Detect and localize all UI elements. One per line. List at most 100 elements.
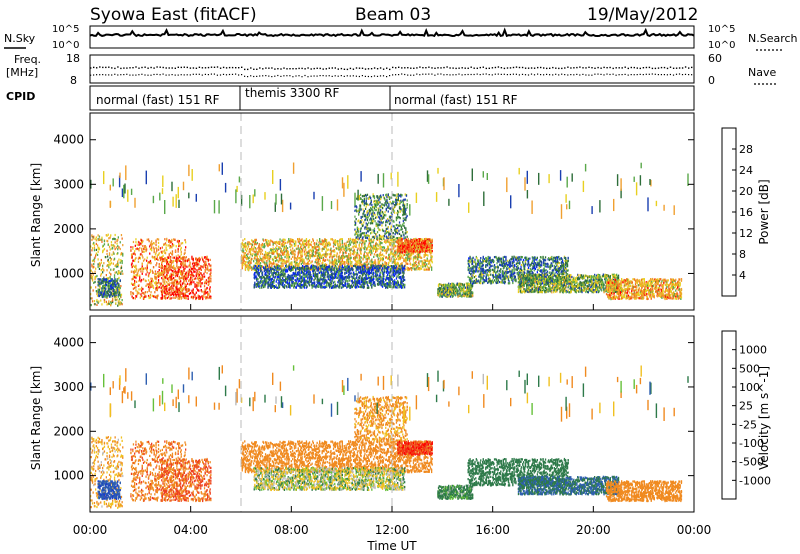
power-cell bbox=[346, 247, 347, 249]
power-cell bbox=[266, 257, 267, 259]
power-cell bbox=[371, 245, 372, 247]
power-cell bbox=[184, 267, 185, 269]
power-cell bbox=[425, 269, 426, 271]
freq-point bbox=[398, 67, 399, 68]
power-cell bbox=[103, 262, 104, 264]
freq-point bbox=[320, 68, 321, 69]
power-cell bbox=[344, 261, 345, 263]
power-cell bbox=[388, 248, 389, 250]
power-cell bbox=[118, 246, 119, 248]
nave-point bbox=[265, 75, 266, 76]
power-cell bbox=[305, 263, 306, 265]
power-cell bbox=[393, 253, 394, 255]
power-cell bbox=[259, 260, 260, 262]
power-cell bbox=[132, 266, 133, 268]
power-cell bbox=[135, 248, 136, 250]
power-cell bbox=[415, 261, 416, 263]
freq-point bbox=[386, 68, 387, 69]
power-cell bbox=[157, 259, 158, 261]
freq-point bbox=[480, 67, 481, 68]
power-cell bbox=[209, 277, 210, 279]
power-cell bbox=[154, 291, 155, 293]
power-cell bbox=[116, 287, 117, 289]
power-cell bbox=[155, 241, 156, 243]
freq-point bbox=[268, 68, 269, 69]
power-cell bbox=[342, 245, 343, 247]
power-cell bbox=[176, 288, 177, 290]
nave-point bbox=[99, 74, 100, 75]
nave-point bbox=[655, 74, 656, 75]
power-cell bbox=[314, 244, 315, 246]
power-cell bbox=[157, 272, 158, 274]
power-cell bbox=[370, 254, 371, 256]
power-cell bbox=[108, 266, 109, 268]
power-cell bbox=[148, 261, 149, 263]
freq-point bbox=[501, 67, 502, 68]
power-cell bbox=[201, 291, 202, 293]
power-cell bbox=[162, 250, 163, 252]
power-cell bbox=[167, 297, 168, 299]
power-cell bbox=[287, 282, 288, 284]
freq-point bbox=[531, 67, 532, 68]
power-cell bbox=[101, 239, 102, 241]
freq-point bbox=[534, 68, 535, 69]
freq-point bbox=[489, 68, 490, 69]
power-cell bbox=[99, 278, 100, 280]
power-cell bbox=[281, 263, 282, 265]
nave-point bbox=[661, 74, 662, 75]
freq-point bbox=[172, 67, 173, 68]
power-cell bbox=[91, 239, 92, 241]
power-cell bbox=[254, 272, 255, 274]
power-cell bbox=[207, 265, 208, 267]
freq-point bbox=[543, 67, 544, 68]
power-cell bbox=[177, 291, 178, 293]
power-cell bbox=[312, 287, 313, 289]
power-cell bbox=[103, 245, 104, 247]
power-cell bbox=[384, 250, 385, 252]
power-cell bbox=[173, 294, 174, 296]
power-cell bbox=[117, 282, 118, 284]
power-cell bbox=[286, 255, 287, 257]
power-cell bbox=[316, 243, 317, 245]
power-cell bbox=[395, 251, 396, 253]
power-cell bbox=[422, 262, 423, 264]
nsky-tick-top: 10^5 bbox=[52, 24, 79, 35]
power-cell bbox=[122, 273, 123, 275]
freq-point bbox=[483, 67, 484, 68]
power-cell bbox=[115, 241, 116, 243]
power-cell bbox=[419, 254, 420, 256]
freq-point bbox=[323, 68, 324, 69]
power-cell bbox=[318, 263, 319, 265]
power-cell bbox=[103, 269, 104, 271]
power-cell bbox=[293, 266, 294, 268]
freq-point bbox=[329, 68, 330, 69]
power-cell bbox=[145, 285, 146, 287]
power-cell bbox=[118, 259, 119, 261]
power-cell bbox=[185, 265, 186, 267]
power-cell bbox=[189, 259, 190, 261]
power-cell bbox=[366, 261, 367, 263]
freq-point bbox=[256, 69, 257, 70]
power-cell bbox=[164, 297, 165, 299]
power-cell bbox=[137, 248, 138, 250]
power-cell bbox=[314, 242, 315, 244]
power-cell bbox=[424, 254, 425, 256]
power-cell bbox=[311, 280, 312, 282]
power-cell bbox=[288, 251, 289, 253]
power-cell bbox=[334, 254, 335, 256]
power-cell bbox=[109, 303, 110, 305]
power-cell bbox=[180, 266, 181, 268]
power-cell bbox=[186, 266, 187, 268]
power-cell bbox=[420, 260, 421, 262]
power-cell bbox=[262, 274, 263, 276]
power-cell bbox=[106, 303, 107, 305]
power-cell bbox=[299, 269, 300, 271]
power-cell bbox=[184, 292, 185, 294]
power-cell bbox=[373, 256, 374, 258]
cpid-segment-2: themis 3300 RF bbox=[245, 86, 339, 100]
power-cell bbox=[107, 240, 108, 242]
power-cell bbox=[186, 297, 187, 299]
nave-point bbox=[579, 74, 580, 75]
power-cell bbox=[92, 260, 93, 262]
power-cell bbox=[135, 265, 136, 267]
